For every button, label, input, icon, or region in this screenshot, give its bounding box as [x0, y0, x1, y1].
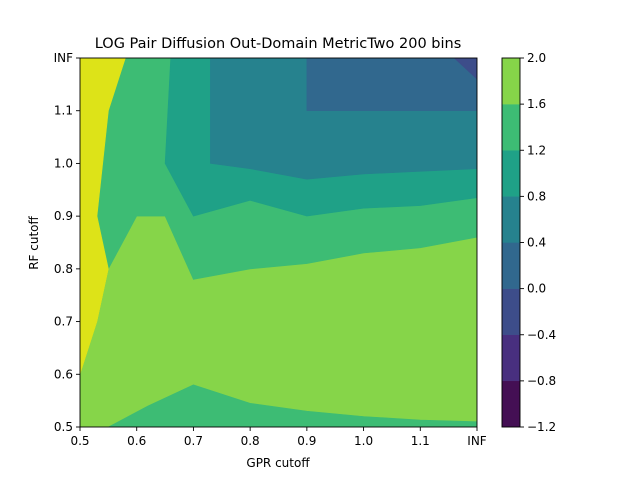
- colorbar-tick-label: 0.8: [527, 189, 546, 203]
- y-tick-label: 0.5: [54, 420, 73, 434]
- plot-area: [79, 57, 478, 428]
- x-tick-label: INF: [467, 434, 487, 448]
- colorbar-tick-label: −0.4: [527, 328, 556, 342]
- contour-region-2: [108, 384, 477, 427]
- x-axis: 0.5 0.6 0.7 0.8 0.9 1.0 1.1 INF: [70, 427, 487, 448]
- colorbar-band: [501, 150, 521, 197]
- y-tick-label: 1.1: [54, 104, 73, 118]
- x-axis-label: GPR cutoff: [246, 456, 310, 470]
- colorbar-tick-label: −0.8: [527, 374, 556, 388]
- plot-frame: [79, 57, 478, 428]
- x-tick-label: 0.8: [241, 434, 260, 448]
- colorbar-band: [501, 380, 521, 428]
- y-axis: 0.5 0.6 0.7 0.8 0.9 1.0 1.1 INF: [54, 51, 80, 434]
- colorbar-band: [501, 103, 521, 151]
- colorbar-band: [501, 57, 521, 105]
- colorbar-band: [501, 242, 521, 289]
- x-tick-label: 1.1: [411, 434, 430, 448]
- colorbar-band: [501, 288, 521, 335]
- colorbar-tick-label: 1.2: [527, 143, 546, 157]
- y-tick-label: INF: [54, 51, 74, 65]
- colorbar-band: [501, 196, 521, 243]
- x-tick-label: 0.6: [127, 434, 146, 448]
- colorbar-tick-label: 2.0: [527, 51, 546, 65]
- colorbar-tick-label: 0.0: [527, 282, 546, 296]
- y-tick-label: 1.0: [54, 156, 73, 170]
- colorbar-tick-label: 1.6: [527, 97, 546, 111]
- contour-region-6: [453, 58, 477, 80]
- y-axis-label: RF cutoff: [27, 215, 41, 269]
- colorbar-tick-label: −1.2: [527, 420, 556, 434]
- colorbar-tick-label: 0.4: [527, 236, 546, 250]
- chart-title: LOG Pair Diffusion Out-Domain MetricTwo …: [95, 36, 462, 52]
- x-tick-label: 0.7: [184, 434, 203, 448]
- y-tick-label: 0.6: [54, 367, 73, 381]
- colorbar: −1.2 −0.8 −0.4 0.0 0.4 0.8 1.2 1.6 2.0: [501, 51, 556, 434]
- x-tick-label: 0.9: [297, 434, 316, 448]
- contour-region-5: [306, 58, 477, 111]
- x-tick-label: 0.5: [70, 434, 89, 448]
- y-tick-label: 0.8: [54, 262, 73, 276]
- y-tick-label: 0.9: [54, 209, 73, 223]
- colorbar-band: [501, 334, 521, 382]
- x-tick-label: 1.0: [354, 434, 373, 448]
- contour-region-7: [80, 58, 126, 375]
- y-tick-label: 0.7: [54, 315, 73, 329]
